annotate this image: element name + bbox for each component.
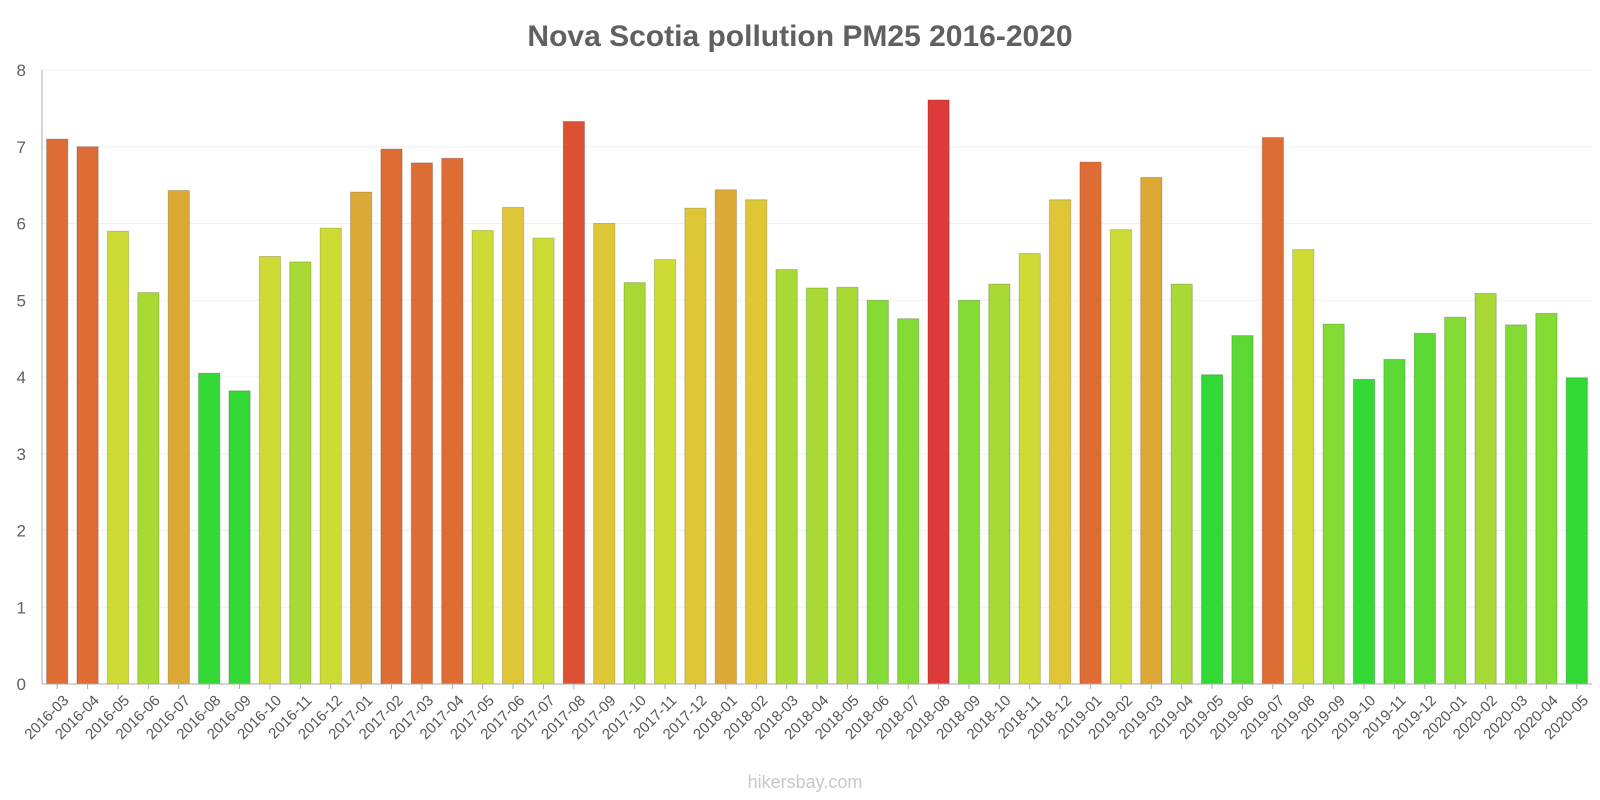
- bar-2017-08: [562, 120, 585, 685]
- bar-2017-07: [532, 237, 555, 685]
- bar-2017-02: [380, 148, 403, 685]
- watermark: hikersbay.com: [748, 772, 863, 792]
- bar-2016-11: [289, 261, 312, 685]
- bar-2019-07: [1261, 137, 1285, 685]
- bar-2018-06: [866, 299, 889, 685]
- bar-layer: [46, 99, 1588, 685]
- bar-2016-03: [46, 138, 69, 685]
- bar-2018-04: [805, 287, 829, 685]
- y-tick-labels: 0 1 2 3 4 5 6 7 8: [17, 61, 26, 694]
- bar-2017-10: [623, 282, 646, 685]
- chart-title: Nova Scotia pollution PM25 2016-2020: [527, 20, 1072, 53]
- bar-2016-12: [319, 227, 342, 685]
- y-tick-label: 3: [17, 445, 26, 464]
- bar-2016-07: [167, 190, 190, 685]
- bar-2020-02: [1474, 292, 1497, 685]
- x-tick-labels: 2016-032016-042016-052016-062016-072016-…: [21, 692, 1592, 743]
- bar-2018-12: [1049, 199, 1072, 685]
- bar-2017-09: [593, 223, 616, 685]
- bar-2017-05: [471, 229, 494, 685]
- bar-2019-09: [1322, 323, 1345, 685]
- bar-2017-03: [410, 162, 434, 685]
- bar-2018-01: [714, 189, 737, 685]
- bar-2020-01: [1444, 316, 1467, 685]
- y-tick-label: 4: [17, 368, 26, 387]
- bar-2019-03: [1140, 176, 1163, 685]
- bar-2017-04: [441, 157, 464, 685]
- bar-2018-05: [836, 286, 859, 685]
- bar-2017-06: [501, 206, 525, 685]
- bar-2019-11: [1383, 358, 1406, 685]
- bar-2017-12: [684, 207, 707, 685]
- bar-2018-09: [957, 299, 981, 685]
- y-tick-label: 6: [17, 215, 26, 234]
- y-tick-label: 0: [17, 675, 26, 694]
- bar-2016-08: [198, 372, 221, 685]
- axis-layer: [41, 70, 1592, 689]
- bar-2018-07: [897, 318, 920, 685]
- bar-2019-02: [1109, 229, 1133, 685]
- y-tick-label: 8: [17, 61, 26, 80]
- bar-2017-01: [349, 191, 373, 685]
- bar-2019-12: [1413, 332, 1436, 685]
- bar-2020-04: [1535, 312, 1558, 685]
- bar-2019-05: [1200, 374, 1224, 685]
- bar-2018-02: [745, 199, 768, 685]
- bar-2020-03: [1504, 324, 1528, 685]
- y-tick-label: 7: [17, 138, 26, 157]
- bar-2019-04: [1170, 283, 1193, 685]
- y-tick-label: 5: [17, 291, 26, 310]
- bar-2019-10: [1352, 378, 1376, 685]
- bar-2019-01: [1079, 161, 1102, 685]
- bar-2018-11: [1018, 252, 1041, 685]
- bar-2019-08: [1292, 249, 1315, 685]
- y-tick-label: 1: [17, 598, 26, 617]
- bar-2018-03: [775, 269, 798, 685]
- y-tick-label: 2: [17, 522, 26, 541]
- bar-2016-04: [76, 146, 99, 685]
- bar-2016-06: [137, 292, 160, 685]
- bar-2016-05: [106, 230, 130, 685]
- bar-2016-09: [228, 390, 251, 685]
- bar-2018-10: [988, 283, 1011, 685]
- bar-2019-06: [1231, 335, 1254, 685]
- bar-2017-11: [653, 259, 677, 685]
- bar-2016-10: [258, 256, 282, 685]
- bar-2020-05: [1565, 377, 1588, 685]
- bar-2018-08: [927, 99, 950, 685]
